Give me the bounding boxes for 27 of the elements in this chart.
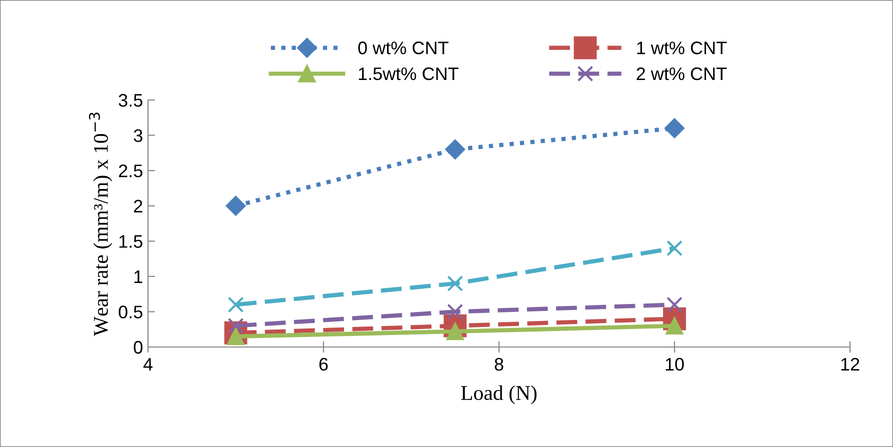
y-tick-label: 1	[134, 270, 142, 283]
x-tick-label: 10	[666, 358, 684, 371]
y-tick-label: 0	[134, 340, 142, 354]
point	[226, 196, 246, 216]
point	[447, 275, 464, 292]
y-axis-title: Wear rate (mm³/m) x 10$^{−3}$	[88, 112, 112, 336]
y-tick-label: 2	[134, 200, 142, 212]
point	[447, 304, 464, 320]
legend-label: 1.5wt% CNT	[358, 67, 458, 80]
y-tick-label: 3	[134, 129, 142, 142]
legend-label: 0 wt% CNT	[358, 42, 448, 54]
legend-label: 2 wt% CNT	[636, 67, 727, 80]
point	[666, 240, 682, 256]
x-tick-label: 8	[494, 358, 504, 371]
y-tick-label: 1.5	[119, 235, 142, 248]
point	[666, 296, 682, 313]
x-tick-label: 4	[143, 358, 152, 370]
point	[445, 140, 466, 160]
x-tick-label: 12	[841, 358, 860, 370]
y-tick-label: 3.5	[118, 94, 142, 107]
point	[228, 296, 244, 313]
legend-label: 1 wt% CNT	[637, 42, 727, 54]
y-tick-label: 0.5	[118, 306, 142, 318]
x-axis-title: Load (N)	[461, 385, 537, 404]
x-tick-label: 6	[319, 358, 328, 371]
point	[664, 118, 684, 138]
y-tick-label: 2.5	[118, 164, 142, 178]
